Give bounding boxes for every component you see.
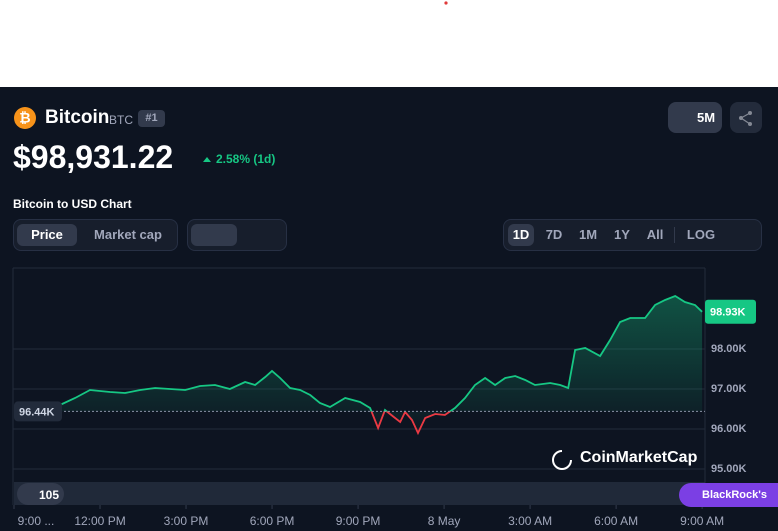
watermark-logo <box>552 450 572 470</box>
x-tick-label: 6:00 AM <box>594 514 638 528</box>
current-price-badge <box>705 299 756 324</box>
current-price-label: 98.93K <box>710 307 746 319</box>
price-change: 2.58% (1d) <box>216 152 276 166</box>
tab-candle[interactable] <box>240 224 284 246</box>
price-line <box>59 294 703 436</box>
up-arrow <box>203 157 211 162</box>
coin-name: Bitcoin <box>45 107 110 128</box>
watchlist-count: 5M <box>697 110 716 125</box>
events-badge[interactable] <box>17 483 64 505</box>
metric-tabs: Price Market cap <box>13 219 178 251</box>
range-tabs: 1D 7D 1M 1Y All LOG <box>503 219 762 251</box>
share-button[interactable] <box>730 102 762 133</box>
news-text: BlackRock's <box>702 489 767 501</box>
chart-title: Bitcoin to USD Chart <box>13 197 132 211</box>
reference-label: 96.44K <box>19 406 55 418</box>
chart-style-tabs <box>187 219 287 251</box>
volume-band <box>14 482 705 505</box>
x-tick-label: 8 May <box>428 514 461 528</box>
x-tick-label: 6:00 PM <box>250 514 295 528</box>
tab-1y[interactable]: 1Y <box>614 227 630 242</box>
x-tick-label: 9:00 ... <box>18 514 55 528</box>
bitcoin-logo <box>14 107 36 129</box>
tab-line[interactable] <box>191 224 237 246</box>
tab-1d[interactable]: 1D <box>508 224 534 246</box>
price-area <box>59 296 703 433</box>
y-tick-label: 97.00K <box>711 383 747 395</box>
separator <box>674 227 675 243</box>
events-count: 105 <box>39 488 60 502</box>
tab-market-cap[interactable]: Market cap <box>94 227 162 242</box>
y-tick-label: 98.00K <box>711 343 747 355</box>
coin-symbol: BTC <box>109 113 133 127</box>
watchlist-button[interactable] <box>668 102 722 133</box>
x-tick-label: 9:00 AM <box>680 514 724 528</box>
reference-badge <box>14 401 62 422</box>
tab-1m[interactable]: 1M <box>578 227 598 242</box>
tab-7d[interactable]: 7D <box>545 227 563 242</box>
tab-more[interactable] <box>728 224 758 246</box>
y-tick-label: 95.00K <box>711 463 747 475</box>
tab-all[interactable]: All <box>646 227 664 242</box>
x-tick-label: 9:00 PM <box>336 514 381 528</box>
x-tick-label: 3:00 PM <box>164 514 209 528</box>
tab-price[interactable]: Price <box>17 224 77 246</box>
x-tick-label: 12:00 PM <box>74 514 125 528</box>
tab-log[interactable]: LOG <box>686 227 716 242</box>
price: $98,931.22 <box>13 139 174 175</box>
watermark: CoinMarketCap <box>580 449 698 466</box>
rank-badge: #1 <box>138 110 165 127</box>
x-tick-label: 3:00 AM <box>508 514 552 528</box>
coin-panel <box>0 87 778 531</box>
y-tick-label: 96.00K <box>711 423 747 435</box>
news-badge[interactable]: BlackRock's <box>679 483 778 507</box>
bitcoin-logo-glyph: ₿ <box>19 110 30 126</box>
status-dot <box>444 1 448 5</box>
